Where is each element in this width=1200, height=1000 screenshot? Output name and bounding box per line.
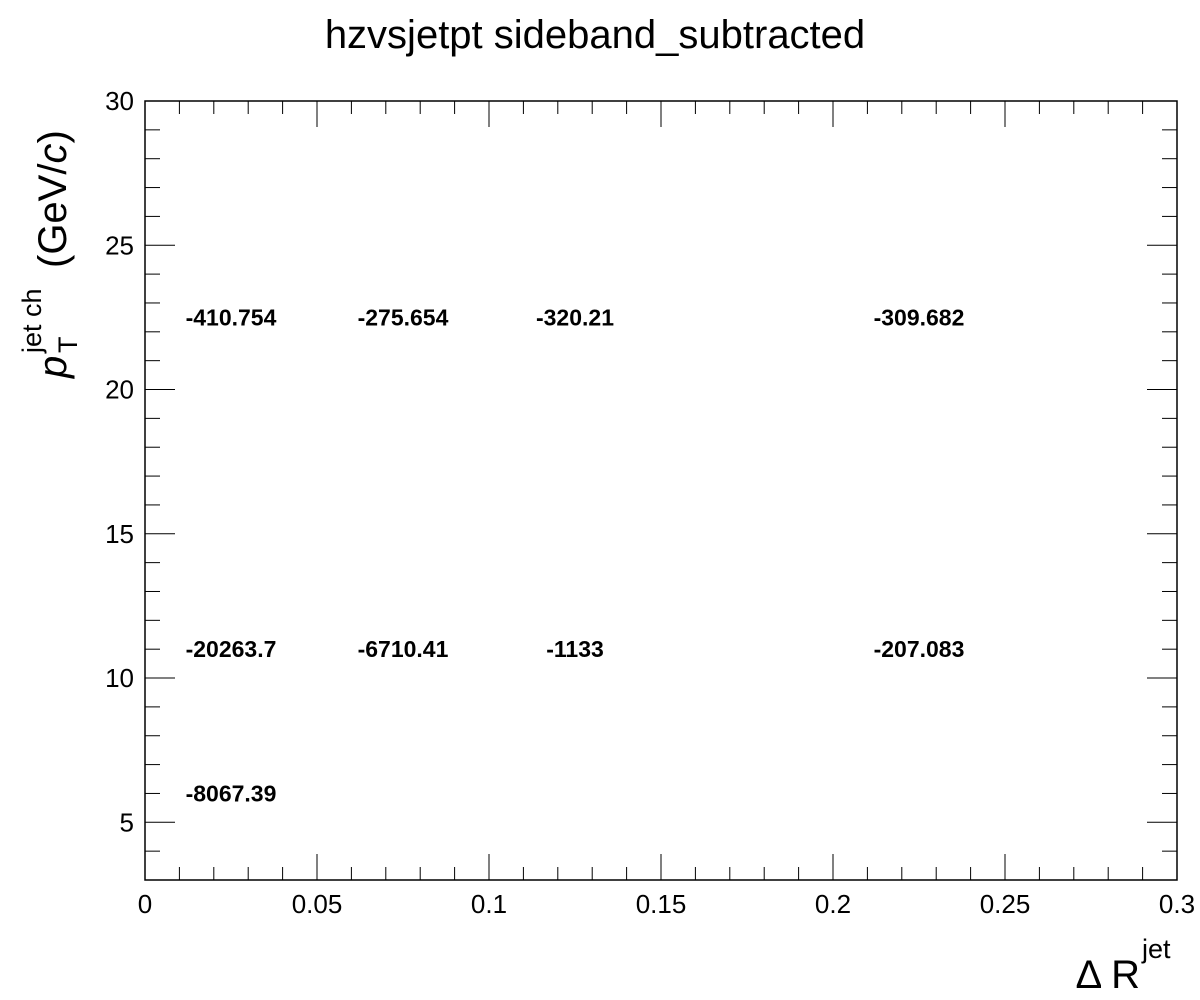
x-axis-label: Δ R	[1075, 953, 1140, 997]
y-tick-label: 15	[105, 519, 134, 549]
x-tick-label: 0.15	[636, 889, 687, 919]
x-axis-label-main: Δ R	[1075, 953, 1140, 997]
x-tick-label: 0.25	[980, 889, 1031, 919]
y-axis-label-main: p	[31, 356, 75, 379]
x-tick-label: 0.2	[815, 889, 851, 919]
x-axis-ticks	[144, 101, 1178, 880]
y-tick-label: 10	[105, 663, 134, 693]
cell-labels: -410.754 -275.654 -320.21 -309.682 -20263.7 -…	[186, 304, 965, 806]
y-axis-label-superscript: jet ch	[17, 288, 47, 354]
cell-value-label: -1133	[546, 636, 604, 662]
y-axis-ticks	[145, 100, 1177, 881]
cell-value-label: -8067.39	[186, 780, 277, 806]
x-axis-label-superscript: jet	[1141, 934, 1171, 964]
y-axis-label: p T jet ch (GeV/c)	[17, 130, 83, 379]
y-axis-label-subscript: T	[53, 337, 83, 354]
x-tick-label: 0	[138, 889, 152, 919]
y-tick-label: 25	[105, 230, 134, 260]
cell-value-label: -309.682	[874, 304, 965, 330]
cell-value-label: -275.654	[358, 304, 449, 330]
x-tick-label: 0.05	[292, 889, 343, 919]
y-tick-label: 20	[105, 375, 134, 405]
y-tick-label: 30	[105, 86, 134, 116]
cell-value-label: -320.21	[536, 304, 614, 330]
y-axis-label-unit: (GeV/c)	[31, 130, 75, 268]
cell-value-label: -207.083	[874, 636, 965, 662]
y-axis-tick-labels: 5 10 15 20 25 30	[105, 86, 134, 837]
x-axis-tick-labels: 0 0.05 0.1 0.15 0.2 0.25 0.3	[138, 889, 1195, 919]
plot-frame	[144, 100, 1178, 881]
cell-value-label: -20263.7	[186, 636, 277, 662]
chart-title: hzvsjetpt sideband_subtracted	[325, 13, 865, 57]
cell-value-label: -6710.41	[358, 636, 449, 662]
cell-value-label: -410.754	[186, 304, 277, 330]
x-tick-label: 0.3	[1159, 889, 1195, 919]
y-tick-label: 5	[120, 807, 134, 837]
x-tick-label: 0.1	[471, 889, 507, 919]
